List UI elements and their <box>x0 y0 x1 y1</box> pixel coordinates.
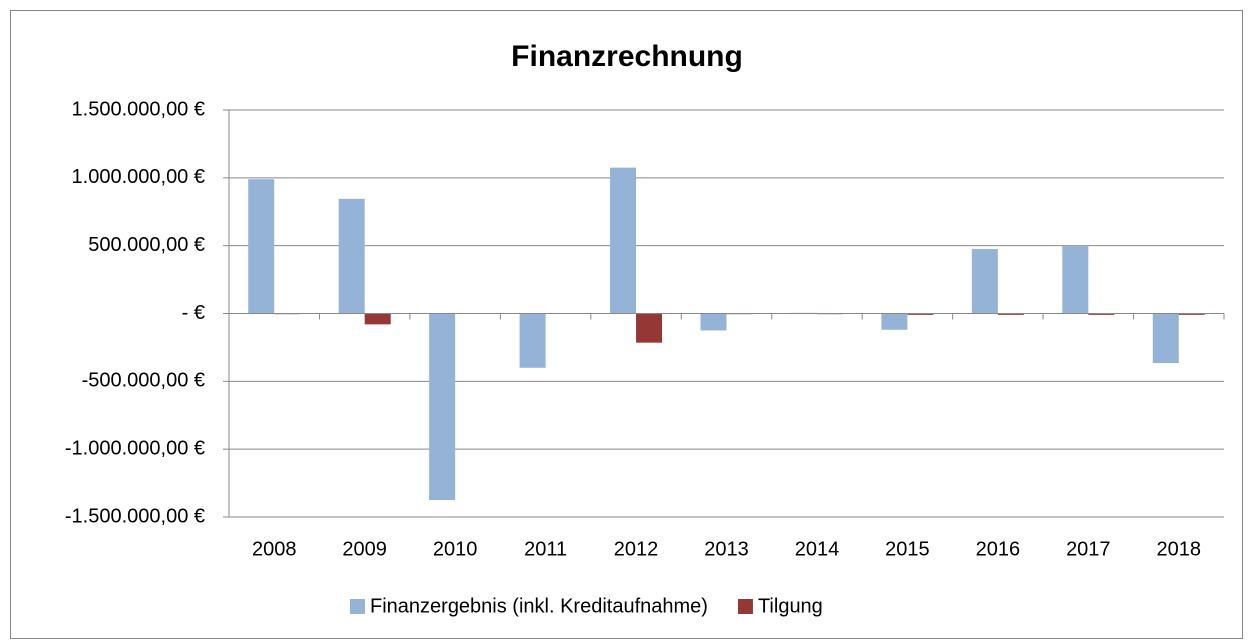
bar <box>700 313 727 331</box>
chart-frame <box>10 10 1243 639</box>
y-tick-label: -1.500.000,00 € <box>65 505 205 527</box>
bar <box>1088 313 1115 315</box>
bar <box>610 167 637 314</box>
y-tick-label: - € <box>182 302 205 324</box>
bar <box>1152 313 1179 364</box>
y-tick-label: 1.000.000,00 € <box>72 166 205 188</box>
bar <box>364 313 391 325</box>
y-tick-label: -500.000,00 € <box>82 370 205 392</box>
bar <box>1062 245 1089 314</box>
bar <box>997 313 1024 315</box>
bar <box>248 179 275 314</box>
x-tick-label: 2017 <box>1066 538 1111 560</box>
bar <box>1178 313 1205 315</box>
bar <box>519 313 546 368</box>
x-tick-label: 2012 <box>614 538 659 560</box>
legend-swatch <box>737 599 753 614</box>
bar <box>907 313 934 315</box>
y-tick-label: 500.000,00 € <box>88 234 205 256</box>
bar <box>636 313 663 343</box>
legend-label: Finanzergebnis (inkl. Kreditaufnahme) <box>370 595 708 617</box>
legend-swatch <box>350 599 365 614</box>
y-tick-label: 1.500.000,00 € <box>72 98 205 120</box>
x-tick-label: 2013 <box>704 538 749 560</box>
x-tick-label: 2008 <box>252 538 297 560</box>
y-tick-label: -1.000.000,00 € <box>65 437 205 459</box>
x-tick-label: 2009 <box>342 538 387 560</box>
bar <box>971 249 998 314</box>
x-tick-label: 2010 <box>433 538 478 560</box>
bar <box>429 313 456 501</box>
x-tick-label: 2016 <box>976 538 1021 560</box>
bar <box>881 313 908 330</box>
x-tick-label: 2011 <box>524 538 567 560</box>
chart-title: Finanzrechnung <box>511 40 743 73</box>
legend-label: Tilgung <box>758 595 823 617</box>
x-tick-label: 2014 <box>795 538 840 560</box>
bar <box>338 198 365 314</box>
x-tick-label: 2018 <box>1157 538 1202 560</box>
x-tick-label: 2015 <box>885 538 930 560</box>
